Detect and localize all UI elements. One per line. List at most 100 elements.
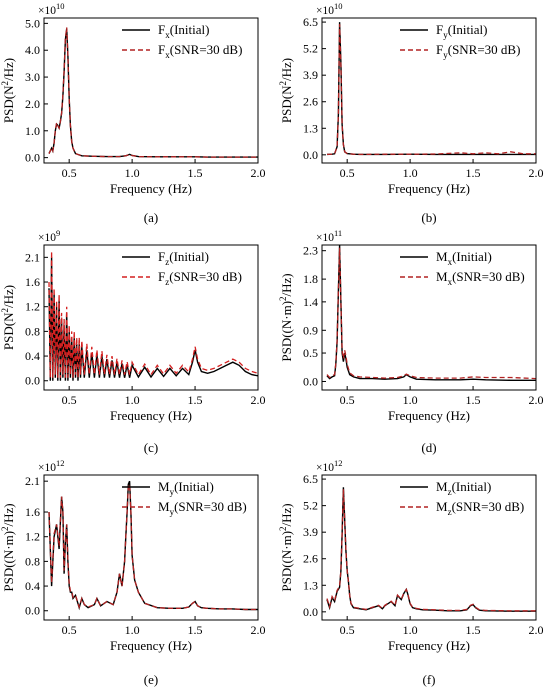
legend-suffix: (Initial) — [170, 22, 210, 37]
y-tick-label: 4.0 — [25, 43, 40, 57]
y-label-suffix: /Hz) — [1, 503, 16, 526]
y-tick-label: 0.0 — [303, 374, 318, 388]
chart-panel: 0.5 1.0 1.5 2.0 0.0 1.3 2.6 3.9 5.2 6.5×1010 Frequ… — [278, 1, 544, 225]
y-label-prefix: PSD(N — [1, 312, 16, 350]
x-tick-label: 2.0 — [529, 393, 544, 407]
legend-subscript: x — [448, 277, 453, 287]
y-label-superscript: 2 — [0, 81, 10, 86]
legend-entry: Mz(SNR=30 dB) — [436, 499, 524, 517]
multiplier-exponent: 10 — [56, 1, 65, 11]
legend-subscript: z — [448, 487, 452, 497]
y-tick-label: 1.8 — [303, 272, 318, 286]
axis-multiplier: ×1010 — [38, 1, 65, 17]
x-axis-label: Frequency (Hz) — [110, 638, 192, 653]
y-tick-label: 5.0 — [25, 16, 40, 30]
multiplier-base: ×10 — [316, 462, 334, 474]
y-tick-label: 0.5 — [303, 346, 318, 360]
axis-multiplier: ×1012 — [316, 458, 343, 474]
y-axis-label: PSD((N·m)2/Hz) — [278, 503, 294, 591]
y-tick-label: 1.3 — [303, 121, 318, 135]
legend-entry: Fz(Initial) — [158, 249, 209, 267]
y-tick-label: 5.2 — [303, 42, 318, 56]
legend-subscript: x — [448, 257, 453, 267]
y-label-superscript: 2 — [278, 526, 288, 531]
axis-multiplier: ×1011 — [316, 228, 342, 244]
panel-caption: (c) — [144, 440, 158, 455]
legend-prefix: M — [436, 499, 448, 514]
multiplier-base: ×10 — [316, 232, 334, 244]
y-tick-label: 2.6 — [303, 552, 318, 566]
plot-frame — [43, 474, 259, 621]
y-tick-label: 1.0 — [25, 124, 40, 138]
plot-frame — [43, 17, 259, 164]
y-tick-label: 3.9 — [303, 525, 318, 539]
x-tick-label: 1.0 — [403, 623, 418, 637]
legend-suffix: (Initial) — [169, 249, 209, 264]
x-tick-label: 1.0 — [403, 166, 418, 180]
y-tick-label: 0.0 — [303, 148, 318, 162]
x-tick-label: 1.5 — [188, 393, 203, 407]
legend-suffix: (SNR=30 dB) — [448, 42, 521, 57]
x-tick-label: 1.5 — [188, 166, 203, 180]
x-tick-label: 0.5 — [62, 623, 77, 637]
multiplier-base: ×10 — [38, 5, 56, 17]
y-tick-label: 6.5 — [303, 472, 318, 486]
y-label-prefix: PSD((N·m) — [1, 531, 16, 592]
legend-suffix: (SNR=30 dB) — [174, 499, 247, 514]
x-tick-label: 1.0 — [125, 393, 140, 407]
legend-entry: Fx(Initial) — [158, 22, 209, 40]
y-tick-label: 0.0 — [25, 374, 40, 388]
legend-suffix: (SNR=30 dB) — [170, 42, 243, 57]
y-label-superscript: 2 — [278, 81, 288, 86]
legend-suffix: (SNR=30 dB) — [452, 269, 525, 284]
panel-caption: (e) — [144, 672, 158, 687]
chart-panel: 0.5 1.0 1.5 2.0 0.0 0.4 0.8 1.2 1.6 2.1×1012 Frequ… — [0, 458, 266, 687]
y-tick-label: 6.5 — [303, 15, 318, 29]
x-axis-label: Frequency (Hz) — [388, 181, 470, 196]
panel-caption: (d) — [421, 440, 436, 455]
legend-subscript: x — [165, 50, 170, 60]
y-tick-label: 2.3 — [303, 244, 318, 258]
y-tick-label: 3.0 — [25, 70, 40, 84]
y-tick-label: 0.8 — [25, 324, 40, 338]
y-tick-label: 1.3 — [303, 578, 318, 592]
y-label-prefix: PSD(N — [279, 85, 294, 123]
y-tick-label: 3.9 — [303, 68, 318, 82]
x-tick-label: 0.5 — [62, 393, 77, 407]
x-tick-label: 2.0 — [251, 393, 266, 407]
x-axis-label: Frequency (Hz) — [110, 408, 192, 423]
axis-multiplier: ×1010 — [316, 1, 343, 17]
x-tick-label: 2.0 — [529, 623, 544, 637]
plot-frame — [321, 17, 537, 164]
x-axis-label: Frequency (Hz) — [388, 638, 470, 653]
legend-prefix: F — [158, 269, 165, 284]
legend-prefix: F — [158, 42, 165, 57]
plot-frame — [321, 474, 537, 621]
legend-prefix: F — [158, 249, 165, 264]
legend-suffix: (Initial) — [174, 479, 214, 494]
series-line — [48, 484, 258, 611]
panel-caption: (f) — [423, 672, 436, 687]
legend-entry: Fx(SNR=30 dB) — [158, 42, 242, 60]
plot-frame — [321, 244, 537, 391]
series-line — [48, 27, 258, 158]
y-tick-label: 1.6 — [25, 275, 40, 289]
legend-subscript: x — [165, 30, 170, 40]
legend-subscript: z — [448, 507, 452, 517]
multiplier-base: ×10 — [316, 5, 334, 17]
legend-prefix: M — [436, 479, 448, 494]
y-tick-label: 1.2 — [25, 300, 40, 314]
legend-prefix: F — [436, 42, 443, 57]
legend-entry: Mz(Initial) — [436, 479, 491, 497]
chart-panel: 0.5 1.0 1.5 2.0 0.0 0.5 0.9 1.4 1.8 2.3×1011 Frequ… — [278, 228, 544, 455]
y-tick-label: 1.4 — [303, 295, 318, 309]
y-axis-label: PSD((N·m)2/Hz) — [278, 273, 294, 361]
y-label-superscript: 2 — [0, 526, 10, 531]
panel-caption: (a) — [144, 210, 158, 225]
series-line — [326, 247, 536, 380]
x-tick-label: 1.0 — [403, 393, 418, 407]
y-tick-label: 0.8 — [25, 554, 40, 568]
x-tick-label: 0.5 — [340, 166, 355, 180]
plot-frame — [43, 244, 259, 391]
